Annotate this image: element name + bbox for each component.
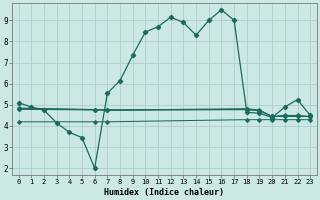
X-axis label: Humidex (Indice chaleur): Humidex (Indice chaleur) xyxy=(104,188,224,197)
